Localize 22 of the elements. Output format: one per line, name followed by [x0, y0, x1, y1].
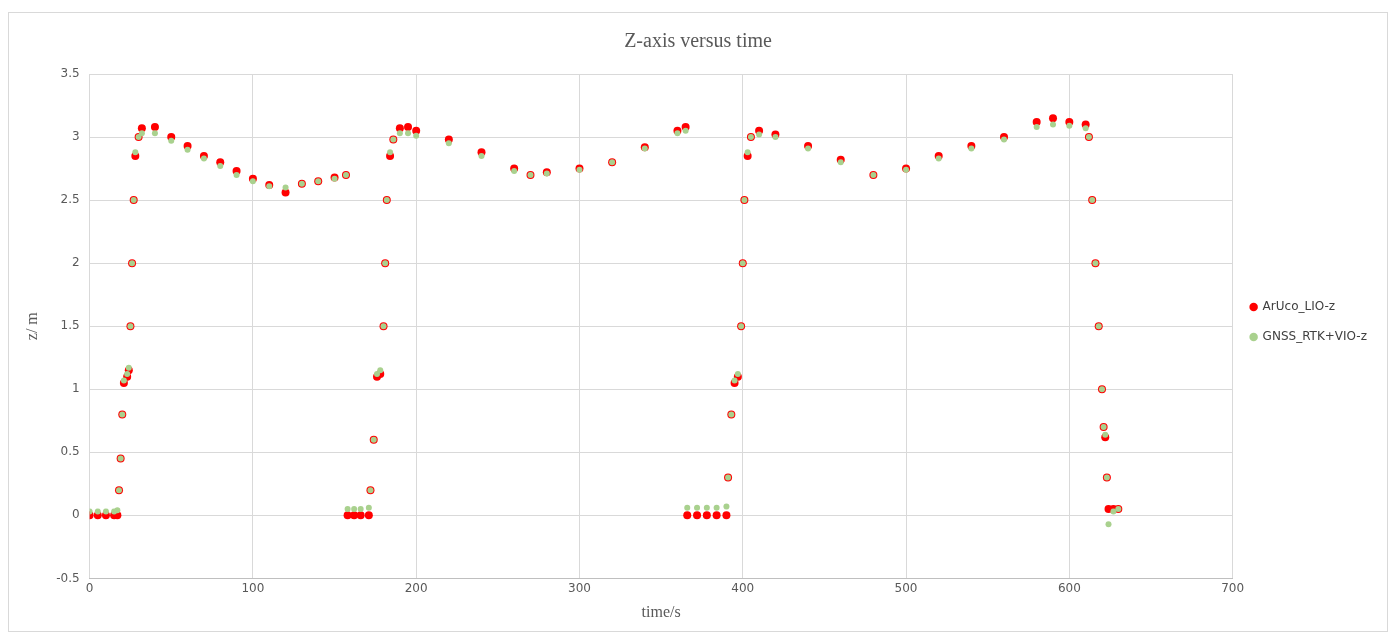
- y-tick-label: 1: [71, 381, 80, 396]
- y-tick-label: 2: [71, 255, 80, 270]
- y-tick-label: 0.5: [60, 444, 80, 459]
- chart-title: Z-axis versus time: [624, 29, 772, 52]
- x-axis-title: time/s: [641, 602, 681, 620]
- y-tick-label: 0: [71, 507, 80, 522]
- x-tick-label: 100: [241, 580, 265, 595]
- y-axis-title: z/ m: [22, 311, 40, 341]
- x-tick-label: 300: [568, 580, 591, 595]
- x-tick-label: 700: [1221, 580, 1245, 595]
- legend-label: GNSS_RTK+VIO-z: [1262, 329, 1368, 344]
- y-tick-label: -0.5: [56, 570, 80, 585]
- y-tick-label: 1.5: [60, 318, 80, 333]
- x-tick-label: 200: [404, 580, 428, 595]
- y-tick-label: 2.5: [60, 192, 80, 207]
- x-tick-label: 0: [85, 580, 94, 595]
- x-tick-label: 500: [894, 580, 918, 595]
- y-tick-label: 3: [71, 129, 80, 144]
- legend-label: ArUco_LIO-z: [1262, 299, 1336, 314]
- x-tick-label: 600: [1057, 580, 1081, 595]
- y-tick-label: 3.5: [60, 66, 80, 81]
- x-tick-label: 400: [731, 580, 755, 595]
